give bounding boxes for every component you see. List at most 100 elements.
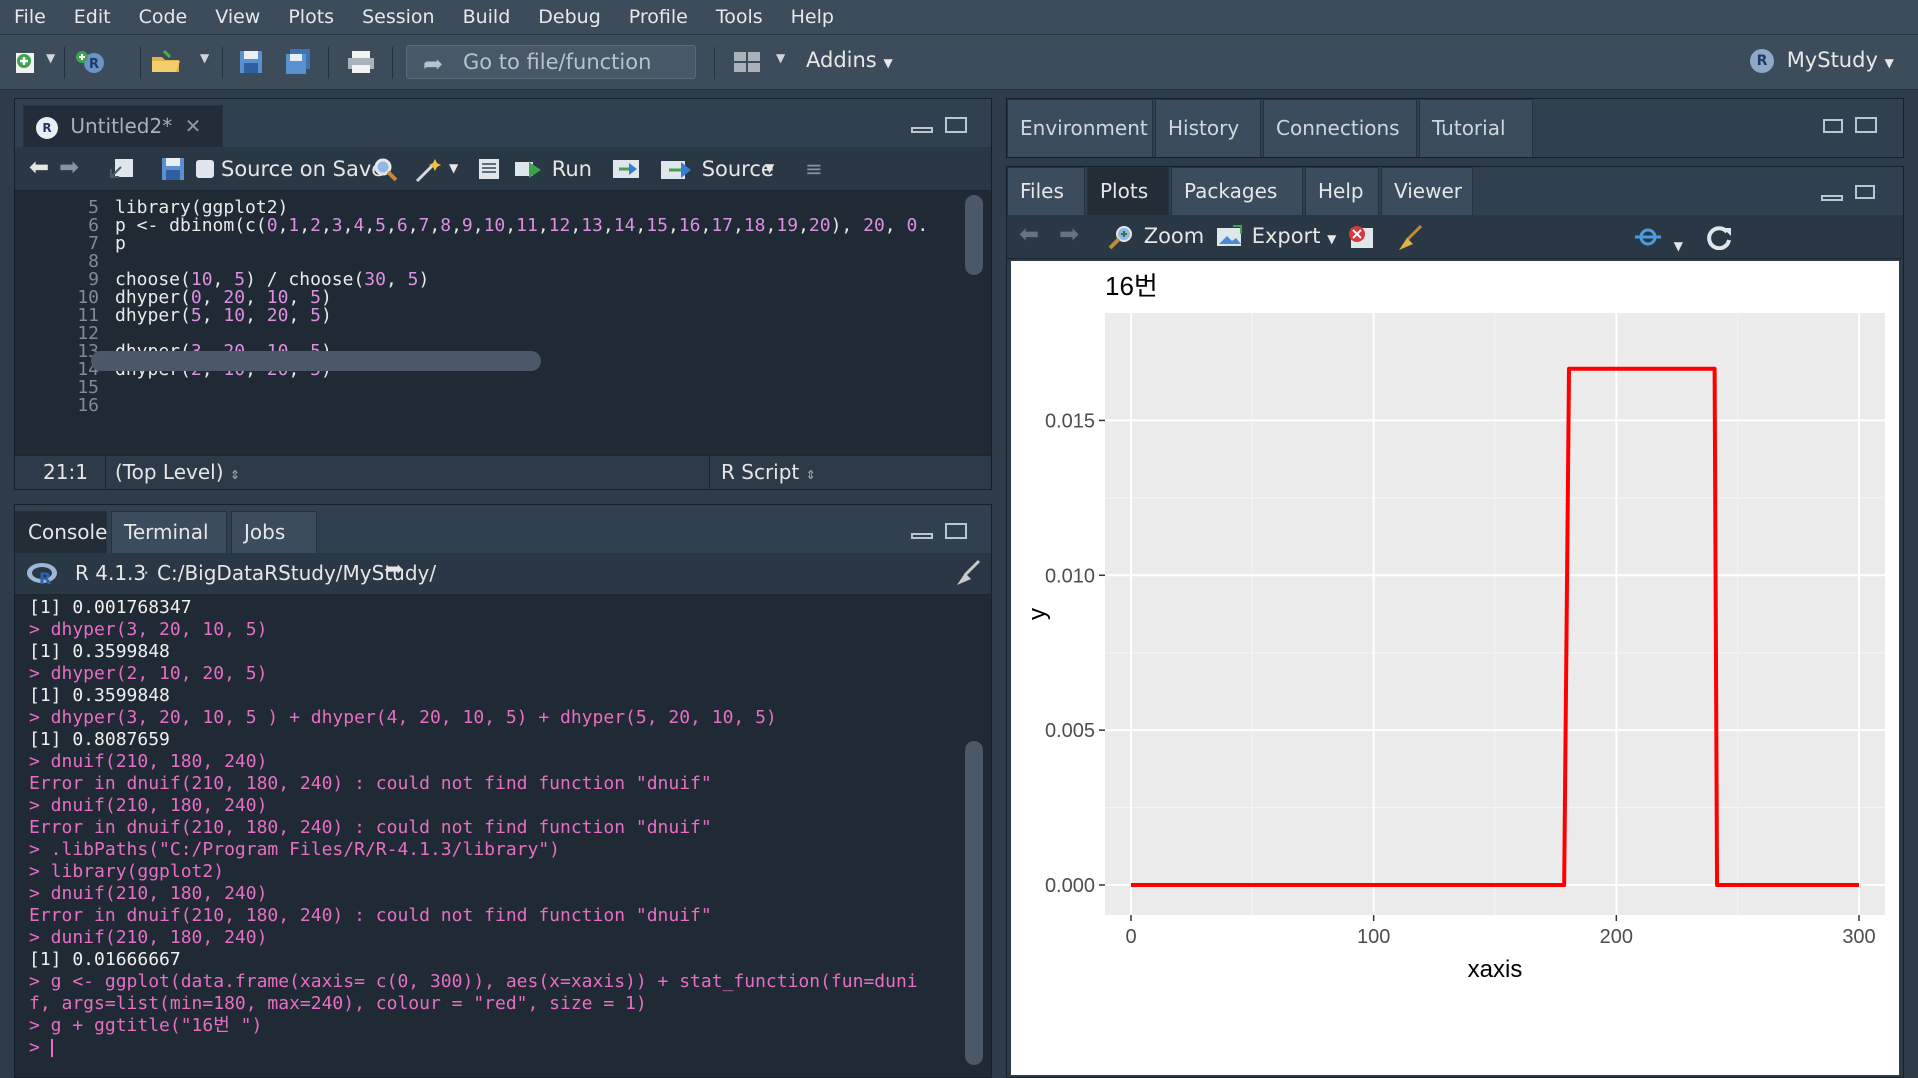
code-line[interactable]: library(ggplot2) <box>115 197 289 218</box>
menu-code[interactable]: Code <box>138 6 188 28</box>
chevron-down-icon[interactable]: ▼ <box>765 161 775 175</box>
project-menu[interactable]: R MyStudy ▼ <box>1750 48 1894 73</box>
tab-files[interactable]: Files <box>1007 167 1085 215</box>
forward-arrow-icon[interactable]: ➡ <box>59 153 80 181</box>
tab-terminal[interactable]: Terminal ✕ <box>111 511 227 584</box>
chevron-down-icon[interactable]: ▼ <box>776 51 786 65</box>
magic-wand-icon[interactable] <box>413 157 443 188</box>
open-folder-icon[interactable] <box>150 49 180 75</box>
addins-menu[interactable]: Addins ▼ <box>806 48 893 72</box>
y-axis-label: y <box>1024 608 1051 620</box>
line-number: 9 <box>88 269 99 290</box>
maximize-icon[interactable] <box>945 523 967 539</box>
menu-edit[interactable]: Edit <box>73 6 111 28</box>
tab-jobs[interactable]: Jobs ✕ <box>231 511 317 584</box>
publish-icon[interactable]: ▼ <box>1633 224 1683 255</box>
outline-icon[interactable]: ≡ <box>805 157 823 181</box>
console-output[interactable]: [1] 0.001768347 > dhyper(3, 20, 10, 5) [1]… <box>29 597 959 1059</box>
code-area[interactable]: 5 library(ggplot2) 6 p <- dbinom(c(0,1,2,3,… <box>15 191 961 423</box>
tab-plots[interactable]: Plots <box>1087 167 1169 215</box>
plots-pane: Files Plots Packages Help Viewer ⬅ ➡ Zoo… <box>1006 166 1904 1078</box>
go-to-directory-icon[interactable]: ➦ <box>385 557 404 582</box>
line-number: 16 <box>77 395 99 416</box>
back-arrow-icon[interactable]: ⬅ <box>1019 220 1040 248</box>
menu-view[interactable]: View <box>215 6 261 28</box>
rerun-icon[interactable] <box>611 157 645 186</box>
close-icon[interactable]: ✕ <box>184 114 202 138</box>
back-arrow-icon[interactable]: ⬅ <box>29 153 50 181</box>
tab-help[interactable]: Help <box>1305 167 1379 215</box>
y-tick-label: 0.010 <box>1045 565 1095 587</box>
tab-environment[interactable]: Environment <box>1007 99 1153 157</box>
new-file-icon[interactable] <box>12 49 40 75</box>
remove-plot-icon[interactable] <box>1347 224 1375 255</box>
tab-viewer[interactable]: Viewer <box>1381 167 1473 215</box>
source-on-save-checkbox[interactable] <box>195 159 215 184</box>
chevron-down-icon[interactable]: ▼ <box>449 161 459 175</box>
print-icon[interactable] <box>346 49 374 75</box>
chevron-down-icon[interactable]: ▼ <box>46 51 56 65</box>
console-input-line: > dnuif(210, 180, 240) <box>29 883 268 904</box>
clear-plots-icon[interactable] <box>1395 224 1425 257</box>
menu-debug[interactable]: Debug <box>538 6 601 28</box>
editor-tab-untitled2[interactable]: R Untitled2* ✕ <box>23 105 223 147</box>
tab-packages[interactable]: Packages <box>1171 167 1303 215</box>
source-button[interactable]: Source <box>661 157 774 182</box>
menu-build[interactable]: Build <box>462 6 511 28</box>
menu-session[interactable]: Session <box>362 6 435 28</box>
minimize-icon[interactable] <box>1821 195 1843 201</box>
tab-console[interactable]: Console <box>15 511 107 553</box>
console-input-line: f, args=list(min=180, max=240), colour =… <box>29 993 647 1014</box>
menu-file[interactable]: File <box>14 6 46 28</box>
forward-arrow-icon[interactable]: ➡ <box>1059 220 1080 248</box>
save-all-icon[interactable] <box>284 49 312 75</box>
console-input-line: > dunif(210, 180, 240) <box>29 927 268 948</box>
save-icon[interactable] <box>238 49 266 75</box>
menu-help[interactable]: Help <box>790 6 834 28</box>
menu-plots[interactable]: Plots <box>288 6 335 28</box>
restore-icon[interactable] <box>1855 185 1875 199</box>
code-line[interactable]: dhyper(0, 20, 10, 5) <box>115 287 332 308</box>
chevron-down-icon[interactable]: ▼ <box>200 51 210 65</box>
refresh-icon[interactable] <box>1705 224 1733 255</box>
code-line[interactable]: dhyper(5, 10, 20, 5) <box>115 305 332 326</box>
file-type-selector[interactable]: R Script ⇕ <box>721 460 816 484</box>
console-vertical-scrollbar[interactable] <box>965 741 983 1065</box>
console-input-line: > library(ggplot2) <box>29 861 225 882</box>
zoom-button[interactable]: Zoom <box>1107 224 1204 250</box>
export-button[interactable]: Export ▼ <box>1215 224 1336 250</box>
tab-tutorial[interactable]: Tutorial <box>1419 99 1533 157</box>
working-directory[interactable]: C:/BigDataRStudy/MyStudy/ <box>157 561 437 585</box>
tab-history[interactable]: History <box>1155 99 1261 157</box>
save-icon[interactable] <box>161 157 185 186</box>
maximize-icon[interactable] <box>945 117 967 133</box>
minimize-icon[interactable] <box>911 533 933 539</box>
code-line[interactable]: p <- dbinom(c(0,1,2,3,4,5,6,7,8,9,10,11,… <box>115 215 929 236</box>
compile-report-icon[interactable] <box>477 157 501 186</box>
scope-selector[interactable]: (Top Level) ⇕ <box>115 460 240 484</box>
grid-layout-icon[interactable] <box>732 49 760 75</box>
clear-console-icon[interactable] <box>953 559 983 592</box>
tab-connections[interactable]: Connections <box>1263 99 1417 157</box>
show-in-window-icon[interactable] <box>109 157 135 186</box>
goto-file-input[interactable]: ➦ Go to file/function <box>406 45 696 79</box>
editor-horizontal-scrollbar[interactable] <box>91 351 541 371</box>
source-on-save-label[interactable]: Source on Save <box>221 157 385 181</box>
restore-icon[interactable] <box>1823 119 1843 133</box>
editor-toolbar: ⬅ ➡ Source on Save ▼ Run Sou <box>15 147 991 191</box>
menu-profile[interactable]: Profile <box>628 6 688 28</box>
menu-tools[interactable]: Tools <box>715 6 763 28</box>
code-line[interactable]: choose(10, 5) / choose(30, 5) <box>115 269 430 290</box>
search-icon[interactable] <box>373 157 399 188</box>
editor-vertical-scrollbar[interactable] <box>965 195 983 275</box>
console-error-line: Error in dnuif(210, 180, 240) : could no… <box>29 773 712 794</box>
run-button[interactable]: Run <box>515 157 592 182</box>
new-project-icon[interactable]: R <box>74 49 104 75</box>
console-error-line: Error in dnuif(210, 180, 240) : could no… <box>29 817 712 838</box>
code-line[interactable]: p <box>115 233 126 254</box>
minimize-icon[interactable] <box>911 127 933 133</box>
console-input-line: > g + ggtitle("16번 ") <box>29 1015 263 1036</box>
console-tabbar: Console Terminal ✕ Jobs ✕ <box>15 505 991 584</box>
maximize-icon[interactable] <box>1855 117 1877 133</box>
x-tick-label: 300 <box>1842 926 1875 948</box>
